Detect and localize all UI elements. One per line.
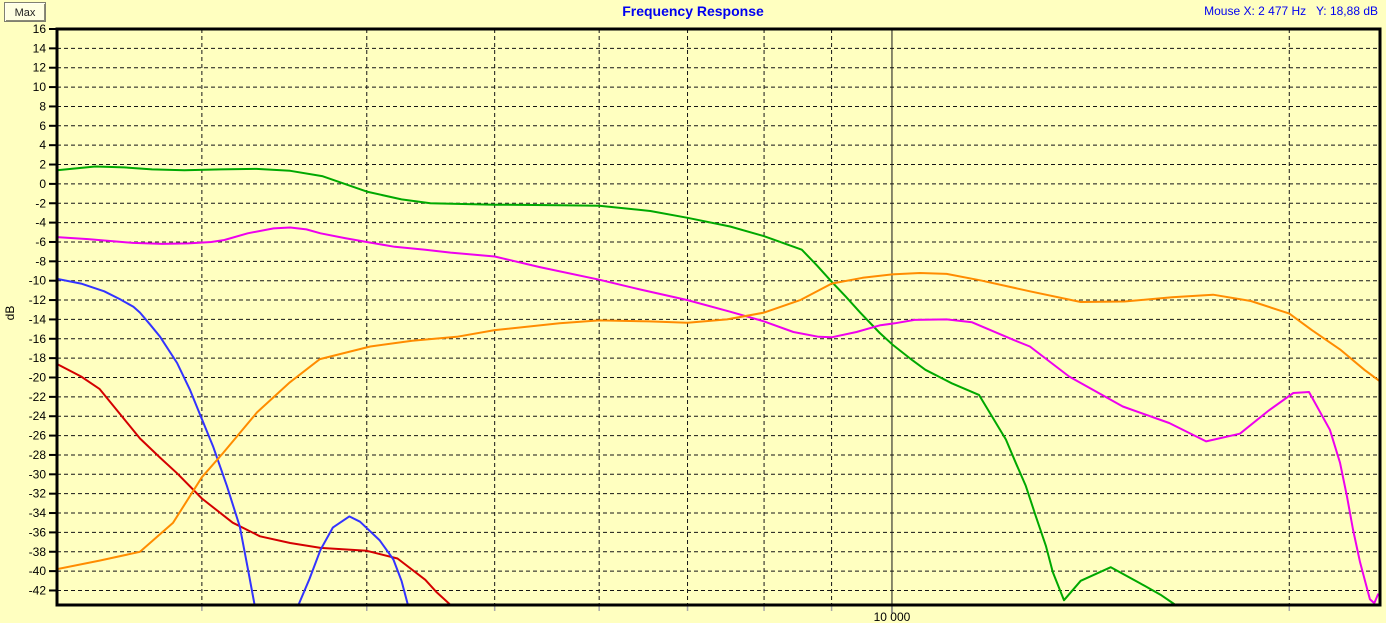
y-tick-label: -18 [29,351,47,365]
y-tick-label: -26 [29,429,47,443]
y-tick-label: -24 [29,409,47,423]
chart-title: Frequency Response [622,3,764,19]
y-tick-label: -2 [35,196,46,210]
curve-green-curve [57,165,1176,605]
curves [57,165,1380,605]
curve-red-curve [57,363,452,605]
y-tick-label: -36 [29,525,47,539]
y-tick-label: -22 [29,390,47,404]
y-tick-label: -4 [35,216,46,230]
y-tick-label: -20 [29,371,47,385]
y-tick-label: -34 [29,506,47,520]
y-tick-label: -10 [29,274,47,288]
y-tick-label: -28 [29,448,47,462]
y-tick-label: 2 [39,158,46,172]
y-axis-unit-label: dB [3,306,17,321]
y-tick-label: 16 [33,22,47,36]
mouse-coordinates-readout: Mouse X: 2 477 Hz Y: 18,88 dB [1204,4,1378,18]
y-tick-label: 0 [39,177,46,191]
grid [57,29,1380,605]
x-tick-label: 10 000 [874,610,911,623]
y-tick-label: -14 [29,312,47,326]
y-tick-label: 10 [33,80,47,94]
y-tick-label: 4 [39,138,46,152]
curve-blue-curve [57,277,409,605]
y-tick-label: -16 [29,332,47,346]
curve-orange-curve [57,272,1380,571]
plot-frame [55,27,1382,607]
y-tick-label: -30 [29,467,47,481]
curve-magenta-curve [57,226,1379,605]
y-tick-label: -42 [29,583,47,597]
y-tick-label: -12 [29,293,47,307]
y-tick-label: -8 [35,254,46,268]
plot-area[interactable] [57,29,1380,605]
y-tick-label: -40 [29,564,47,578]
axes: 16 14 12 10 8 6 4 2 0 -2 -4 -6 -8 -10 -12 -14 -16 -18 -20 -… [3,22,1291,623]
y-tick-label: 14 [33,41,47,55]
y-tick-label: -6 [35,235,46,249]
y-tick-label: -38 [29,545,47,559]
max-button[interactable]: Max [4,2,46,22]
y-tick-label: 6 [39,119,46,133]
y-tick-label: -32 [29,487,47,501]
y-tick-label: 12 [33,61,47,75]
y-tick-label: 8 [39,99,46,113]
